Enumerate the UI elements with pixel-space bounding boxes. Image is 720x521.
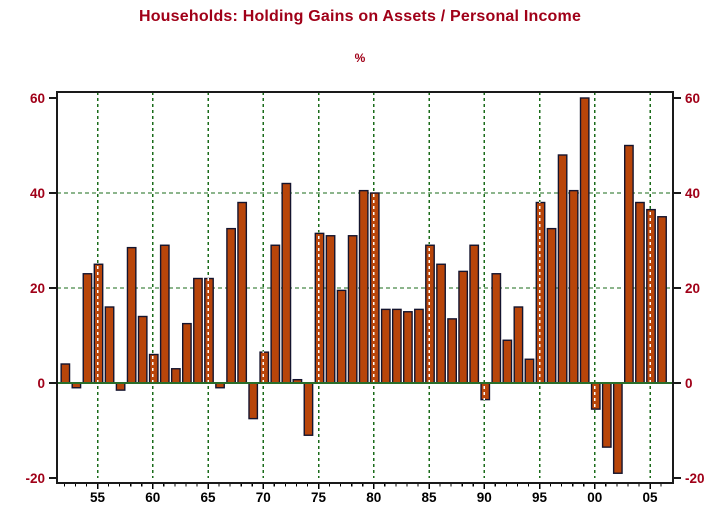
bar-1959 [137,315,148,384]
bar-1987 [447,318,457,384]
bar-1990 [480,382,491,401]
bar-1976 [325,235,336,384]
bar-1992 [502,339,513,384]
bar-1982 [391,308,402,384]
x-tick-label: 80 [366,490,381,505]
x-axis-ticks-labels: 55 60 65 70 75 80 85 90 95 00 05 [63,484,662,505]
y-tick-label-right: 0 [685,376,693,391]
bar-1963 [181,322,192,384]
bar-1983 [403,311,413,384]
bar-1974 [303,382,314,436]
y-tick-label-left: 60 [30,91,45,106]
y-tick-label-right: 20 [685,281,700,296]
bar-1977 [336,289,347,384]
x-tick-label: 65 [200,490,216,505]
x-tick-label: 70 [256,490,271,505]
bar-1995 [535,201,546,384]
bar-2000 [590,382,601,410]
y-tick-label-left: 20 [30,281,45,296]
bar-2006 [657,216,667,384]
bar-2005 [646,208,656,384]
bar-1980 [369,192,380,384]
x-tick-label: 75 [311,490,327,505]
bar-1968 [237,201,248,384]
bar-1955 [93,263,104,384]
x-tick-label: 00 [587,490,602,505]
bar-1967 [226,227,236,384]
bar-1957 [115,382,126,391]
bar-1988 [458,270,469,384]
chart-title: Households: Holding Gains on Assets / Pe… [138,8,582,25]
y-tick-label-left: 0 [37,376,45,391]
x-tick-label: 55 [90,490,106,505]
bar-1978 [347,235,358,384]
y-tick-label-left: 40 [30,186,45,201]
bar-1956 [104,306,115,384]
bar-1970 [259,351,270,384]
bar-1954 [82,273,93,384]
bar-1984 [414,308,424,384]
bars-group [60,97,667,474]
bar-2001 [601,382,612,448]
bar-1964 [193,277,203,384]
bar-2004 [635,201,645,384]
bar-1994 [524,358,535,384]
bar-1975 [314,232,325,384]
bar-2003 [624,144,634,384]
y-tick-label-right: 60 [685,91,700,106]
bar-1986 [436,263,446,384]
bar-1958 [126,246,137,384]
bar-1985 [425,244,435,384]
bar-1952 [60,363,71,384]
bar-1960 [148,353,159,384]
bar-1996 [546,227,557,384]
bar-1993 [513,306,524,384]
bar-1989 [469,244,480,384]
bar-1962 [170,368,181,384]
bar-1969 [248,382,259,420]
x-tick-label: 85 [421,490,437,505]
x-tick-label: 95 [532,490,548,505]
x-tick-label: 05 [642,490,658,505]
bar-1965 [204,277,214,384]
bar-1961 [159,244,170,384]
bar-1971 [270,244,281,384]
bar-1972 [281,182,292,384]
bar-1979 [358,189,369,384]
y-tick-label-right: 40 [685,186,700,201]
bar-1997 [557,154,568,384]
bar-1981 [380,308,391,384]
bar-2002 [612,382,623,474]
bar-1998 [568,189,579,384]
bar-1999 [579,97,590,384]
x-tick-label: 90 [477,490,492,505]
chart-subtitle: % [354,51,366,65]
bar-1991 [491,273,502,384]
y-axis-ticks-labels: -20 -20 0 0 20 20 40 40 60 60 [25,91,704,486]
y-tick-label-right: -20 [685,471,705,486]
y-tick-label-left: -20 [25,471,45,486]
x-tick-label: 60 [145,490,160,505]
